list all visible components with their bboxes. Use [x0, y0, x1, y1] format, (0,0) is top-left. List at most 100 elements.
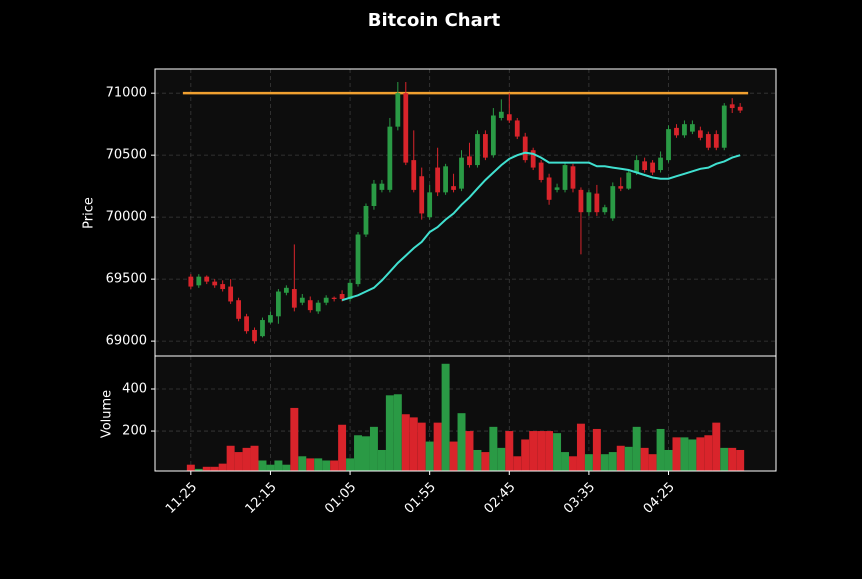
candle-body	[490, 115, 496, 156]
volume-bar	[346, 458, 355, 471]
volume-bar	[656, 428, 665, 471]
y-tick-label: 70000	[106, 210, 147, 225]
candle-body	[403, 93, 409, 163]
candle-body	[411, 160, 417, 190]
volume-bar	[529, 431, 538, 471]
volume-bar	[505, 431, 514, 471]
candle-body	[578, 189, 584, 213]
candle-body	[530, 150, 536, 168]
candle-body	[562, 165, 568, 190]
volume-bar	[704, 435, 713, 471]
volume-bar	[561, 452, 569, 471]
candle-body	[363, 205, 369, 235]
volume-bar	[688, 439, 697, 471]
volume-bar	[234, 452, 243, 471]
volume-bar	[720, 447, 729, 471]
candle-body	[690, 124, 695, 132]
volume-bar	[592, 428, 601, 471]
volume-bar	[624, 446, 633, 471]
volume-bar	[736, 449, 745, 471]
candle-body	[554, 187, 560, 190]
volume-bar	[298, 456, 307, 471]
plot-layer	[151, 69, 776, 475]
volume-bar	[569, 456, 577, 471]
moving-average-line	[341, 151, 741, 302]
candle-body	[307, 300, 313, 311]
candle-body	[586, 192, 592, 213]
volume-bar	[194, 468, 203, 471]
volume-bar	[282, 464, 291, 471]
candle-body	[435, 167, 441, 193]
candle-body	[650, 162, 655, 173]
candle-body	[666, 129, 671, 161]
candle-body	[594, 193, 600, 213]
volume-bar	[680, 437, 689, 471]
volume-bar	[433, 422, 442, 471]
price-panel	[155, 69, 776, 356]
volume-bar	[553, 433, 562, 471]
x-tick-label: 01:05	[322, 480, 359, 517]
volume-bar	[258, 460, 267, 471]
volume-bar	[369, 426, 378, 471]
volume-bar	[600, 454, 609, 471]
candle-body	[371, 183, 377, 206]
candle-body	[626, 172, 632, 189]
volume-bar	[712, 422, 721, 471]
volume-bar	[218, 463, 227, 471]
candle-body	[339, 294, 345, 299]
volume-bar	[202, 466, 211, 471]
volume-bar	[242, 447, 251, 471]
candle-body	[347, 282, 353, 299]
candle-body	[387, 126, 393, 190]
volume-bar	[696, 437, 705, 471]
volume-bar	[338, 424, 347, 471]
volume-bar	[274, 460, 283, 471]
volume-bar	[417, 422, 426, 471]
volume-bar	[290, 407, 299, 471]
candle-body	[475, 134, 480, 166]
candle-body	[323, 297, 329, 303]
volume-bar	[672, 437, 681, 471]
volume-frame	[154, 355, 777, 472]
chart-title: Bitcoin Chart	[368, 10, 501, 31]
volume-bar	[489, 426, 498, 471]
volume-bar	[664, 449, 673, 471]
candle-body	[522, 136, 528, 161]
candle-body	[299, 297, 305, 303]
candle-body	[315, 302, 321, 312]
volume-bar	[465, 431, 474, 471]
candle-body	[538, 162, 544, 180]
candle-body	[236, 300, 241, 319]
candle-body	[443, 166, 448, 193]
candle-body	[729, 104, 735, 109]
volume-bar	[385, 395, 394, 471]
volume-bar	[616, 445, 625, 471]
candle-body	[498, 111, 504, 118]
volume-bar	[266, 464, 275, 471]
candle-body	[467, 156, 472, 166]
volume-bar	[473, 449, 482, 471]
volume-bar	[497, 447, 506, 471]
volume-tick-label: 200	[122, 424, 147, 439]
volume-bar	[354, 435, 362, 471]
volume-bar	[377, 449, 386, 471]
candle-body	[546, 177, 552, 200]
candle-body	[188, 276, 194, 287]
volume-bar	[648, 454, 657, 471]
candle-body	[721, 105, 727, 148]
candle-body	[705, 134, 711, 148]
y-tick-label: 71000	[106, 86, 147, 101]
candle-body	[419, 176, 425, 214]
candle-body	[737, 106, 743, 111]
volume-bar	[640, 447, 649, 471]
volume-bar	[425, 441, 434, 471]
candle-body	[260, 320, 265, 337]
y-tick-label: 70500	[106, 148, 147, 163]
volume-bar	[250, 445, 259, 471]
candle-body	[244, 316, 249, 332]
volume-bar	[362, 436, 370, 471]
volume-bar	[186, 464, 195, 471]
volume-bar	[513, 456, 522, 471]
candle-body	[355, 234, 361, 285]
candle-body	[713, 134, 719, 148]
